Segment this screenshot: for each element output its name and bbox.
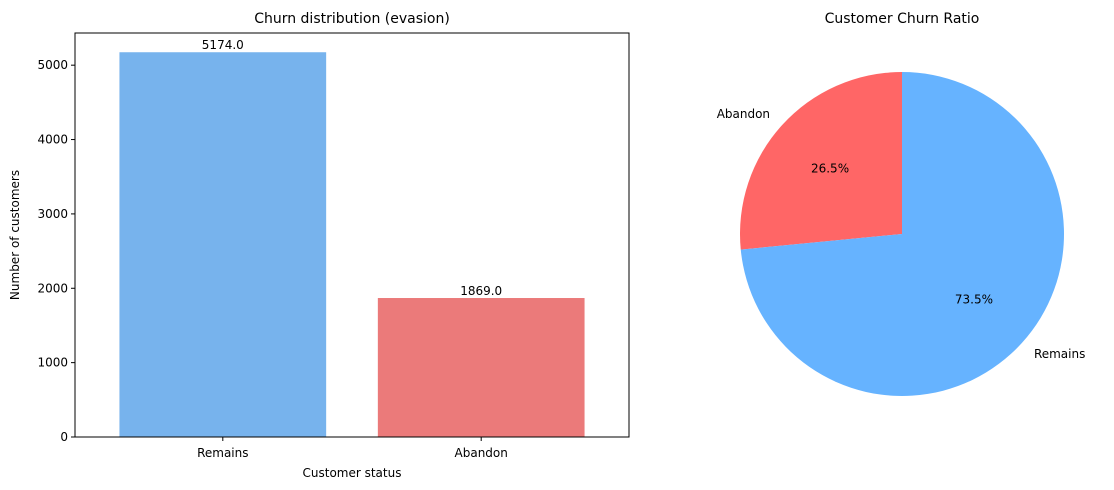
y-tick-label: 1000 — [37, 356, 68, 370]
bar-value-label-remains: 5174.0 — [202, 38, 244, 52]
bar-plot-frame — [74, 32, 630, 438]
y-tick-label: 0 — [60, 430, 68, 444]
bar-x-axis-label: Customer status — [303, 466, 402, 480]
pie-pct-label-remains: 73.5% — [955, 292, 993, 306]
bar-chart-title: Churn distribution (evasion) — [254, 11, 450, 27]
pie-chart-title: Customer Churn Ratio — [825, 11, 980, 27]
pie-category-label-abandon: Abandon — [717, 107, 770, 121]
x-tick-label-remains: Remains — [197, 446, 248, 460]
x-tick-label-abandon: Abandon — [455, 446, 508, 460]
bar-abandon — [377, 298, 585, 437]
y-tick-label: 5000 — [37, 58, 68, 72]
bar-chart: Churn distribution (evasion) 5174.0 1869.… — [8, 11, 630, 480]
y-tick-label: 3000 — [37, 207, 68, 221]
y-tick-label: 2000 — [37, 281, 68, 295]
bar-remains — [119, 52, 327, 437]
pie-slice-abandon — [740, 72, 902, 250]
pie-slice-remains — [740, 71, 1065, 397]
pie-pct-label-abandon: 26.5% — [811, 162, 849, 176]
pie-category-label-remains: Remains — [1034, 347, 1085, 361]
bar-value-label-abandon: 1869.0 — [460, 284, 502, 298]
pie-chart: Customer Churn Ratio 26.5% Abandon 73.5% Re… — [717, 11, 1085, 397]
bar-y-axis-label: Number of customers — [8, 170, 22, 300]
y-tick-label: 4000 — [37, 133, 68, 147]
